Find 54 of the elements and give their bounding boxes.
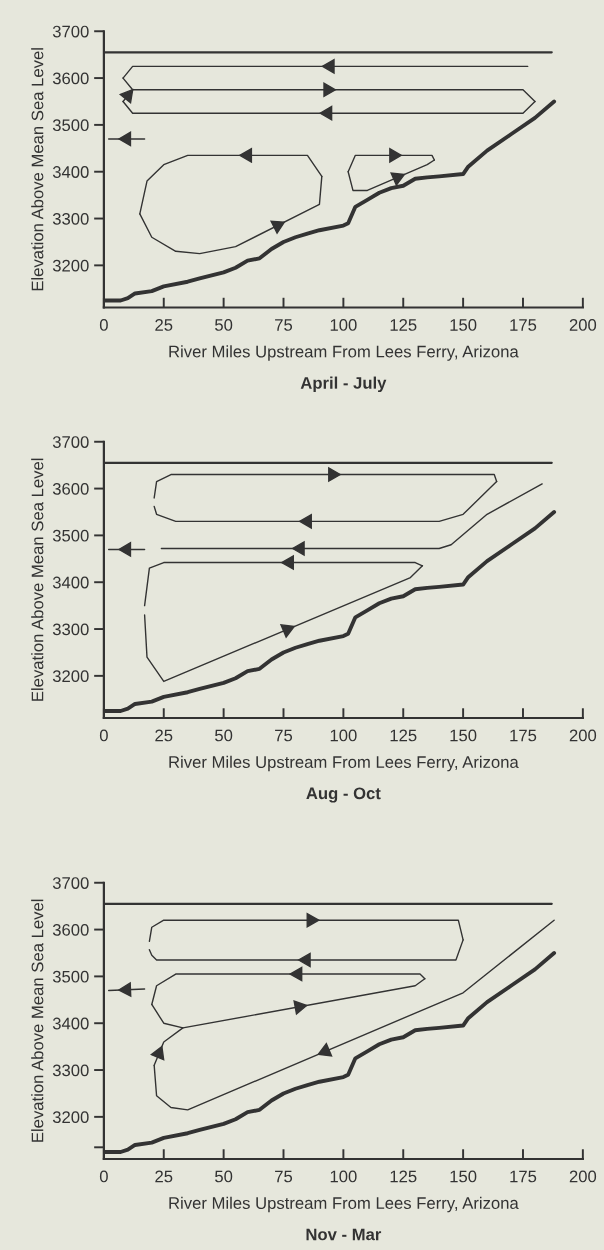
y-tick-label: 3400 <box>52 166 89 178</box>
x-axis-title: River Miles Upstream From Lees Ferry, Arizona <box>169 345 519 361</box>
x-tick-label: 100 <box>330 319 357 331</box>
x-axis-title: River Miles Upstream From Lees Ferry, Arizona <box>169 755 519 772</box>
x-tick-label: 175 <box>510 729 537 742</box>
x-tick-label: 75 <box>275 729 293 742</box>
x-tick-label: 200 <box>569 1170 597 1183</box>
y-tick-label: 3400 <box>52 576 89 589</box>
y-tick-label: 3700 <box>52 877 89 889</box>
text: Nov - Mar <box>306 1228 382 1241</box>
x-tick-label: 25 <box>155 319 173 331</box>
x-axis-title: River Miles Upstream From Lees Ferry, Arizona <box>169 1196 519 1213</box>
x-tick-label: 125 <box>390 319 417 331</box>
y-axis-title: Elevation Above Mean Sea Level <box>31 48 44 291</box>
y-tick-label: 3700 <box>52 25 89 38</box>
x-tick-label: 0 <box>99 319 108 331</box>
x-tick-label: 175 <box>510 1170 537 1183</box>
x-tick-label: 200 <box>569 729 597 742</box>
x-tick-label: 100 <box>330 729 357 742</box>
x-tick-label: 75 <box>275 1170 293 1183</box>
x-tick-label: 100 <box>330 1170 357 1183</box>
y-tick-label: 3600 <box>52 482 89 495</box>
x-tick-label: 50 <box>215 319 233 331</box>
x-tick-label: 150 <box>450 1170 477 1183</box>
y-tick-label: 3600 <box>52 72 89 85</box>
x-tick-label: 25 <box>155 729 173 742</box>
y-tick-label: 3200 <box>52 1111 89 1124</box>
x-tick-label: 0 <box>99 729 108 742</box>
y-tick-label: 3200 <box>52 670 89 683</box>
y-tick-label: 3300 <box>52 623 89 636</box>
x-tick-label: 125 <box>390 729 417 742</box>
y-tick-label: 3200 <box>52 259 89 272</box>
x-tick-label: 25 <box>155 1170 173 1183</box>
y-tick-label: 3300 <box>52 212 89 225</box>
y-tick-label: 3300 <box>52 1064 89 1077</box>
x-tick-label: 50 <box>215 729 233 742</box>
x-tick-label: 0 <box>99 1170 108 1183</box>
y-axis-title: Elevation Above Mean Sea Level <box>31 458 44 701</box>
text: Aug - Oct <box>306 787 381 803</box>
y-axis-title: Elevation Above Mean Sea Level <box>31 899 44 1142</box>
y-tick-label: 3500 <box>52 529 89 542</box>
y-tick-label: 3600 <box>52 923 89 936</box>
y-tick-label: 3500 <box>52 119 89 132</box>
x-tick-label: 125 <box>390 1170 417 1183</box>
y-tick-label: 3400 <box>52 1017 89 1030</box>
y-tick-label: 3700 <box>52 436 89 448</box>
x-tick-label: 175 <box>510 319 537 331</box>
x-tick-label: 150 <box>450 319 477 331</box>
text: April - July <box>300 376 387 393</box>
y-tick-label: 3500 <box>52 970 89 983</box>
x-tick-label: 75 <box>275 319 293 331</box>
x-tick-label: 150 <box>450 729 477 742</box>
x-tick-label: 50 <box>215 1170 233 1183</box>
x-tick-label: 200 <box>569 319 597 331</box>
